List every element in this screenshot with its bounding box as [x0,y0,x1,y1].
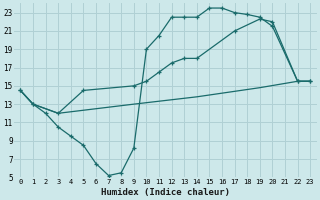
X-axis label: Humidex (Indice chaleur): Humidex (Indice chaleur) [101,188,230,197]
